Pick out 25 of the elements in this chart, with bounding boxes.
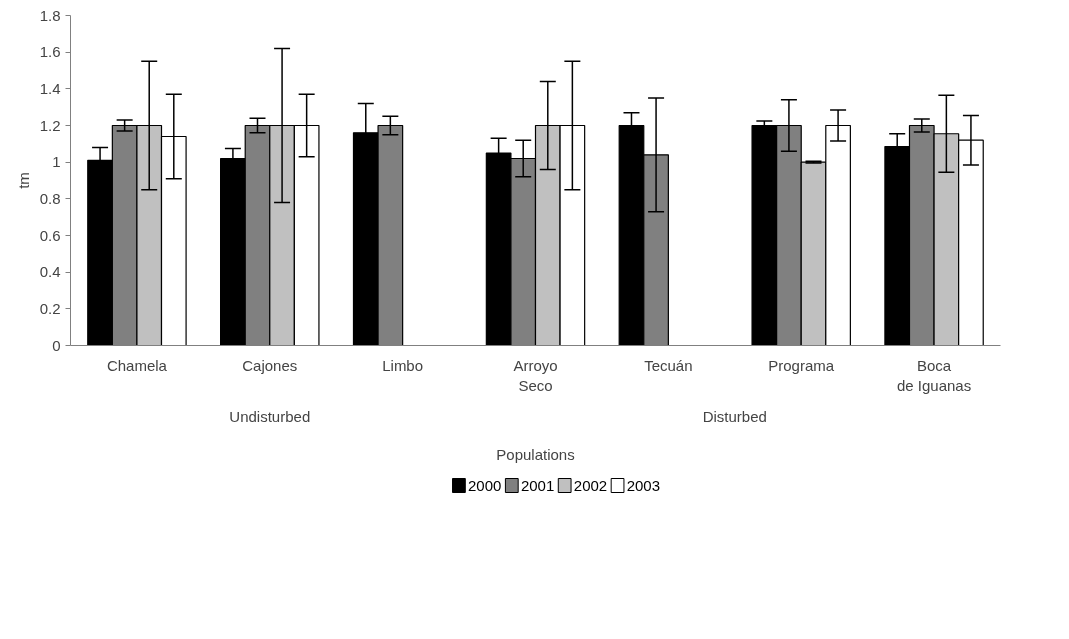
y-tick-label: 1.4 bbox=[39, 79, 61, 97]
text: Disturbed bbox=[702, 407, 767, 425]
y-tick-label: 1.6 bbox=[39, 43, 61, 61]
x-tick-label: Tecuán bbox=[644, 356, 693, 374]
x-tick-label: Limbo bbox=[382, 356, 424, 374]
y-tick-label: 1.8 bbox=[39, 6, 61, 24]
y-tick-label: 1.2 bbox=[39, 116, 61, 134]
x-tick-label: Programa bbox=[768, 356, 835, 374]
x-tick-label: Chamela bbox=[106, 356, 168, 374]
y-tick-label: 0 bbox=[52, 336, 61, 354]
x-axis-title: Populations bbox=[496, 445, 575, 463]
text: Undisturbed bbox=[229, 407, 311, 425]
y-tick-label: 1 bbox=[52, 153, 61, 171]
y-tick-label: 0.2 bbox=[39, 299, 61, 317]
x-tick-label: Arroyo Seco bbox=[513, 356, 558, 394]
legend-label: 2001 bbox=[520, 476, 555, 494]
y-tick-label: 0.8 bbox=[39, 189, 61, 207]
x-tick-label: Boca de Iguanas bbox=[896, 356, 972, 394]
y-tick-label: 0.4 bbox=[39, 263, 61, 281]
legend-label: 2000 bbox=[468, 476, 502, 494]
legend-label: 2003 bbox=[626, 476, 661, 494]
legend-label: 2002 bbox=[573, 476, 608, 494]
x-tick-label: Cajones bbox=[242, 356, 298, 374]
y-axis-title: tm bbox=[14, 172, 32, 189]
y-tick-label: 0.6 bbox=[39, 226, 61, 244]
